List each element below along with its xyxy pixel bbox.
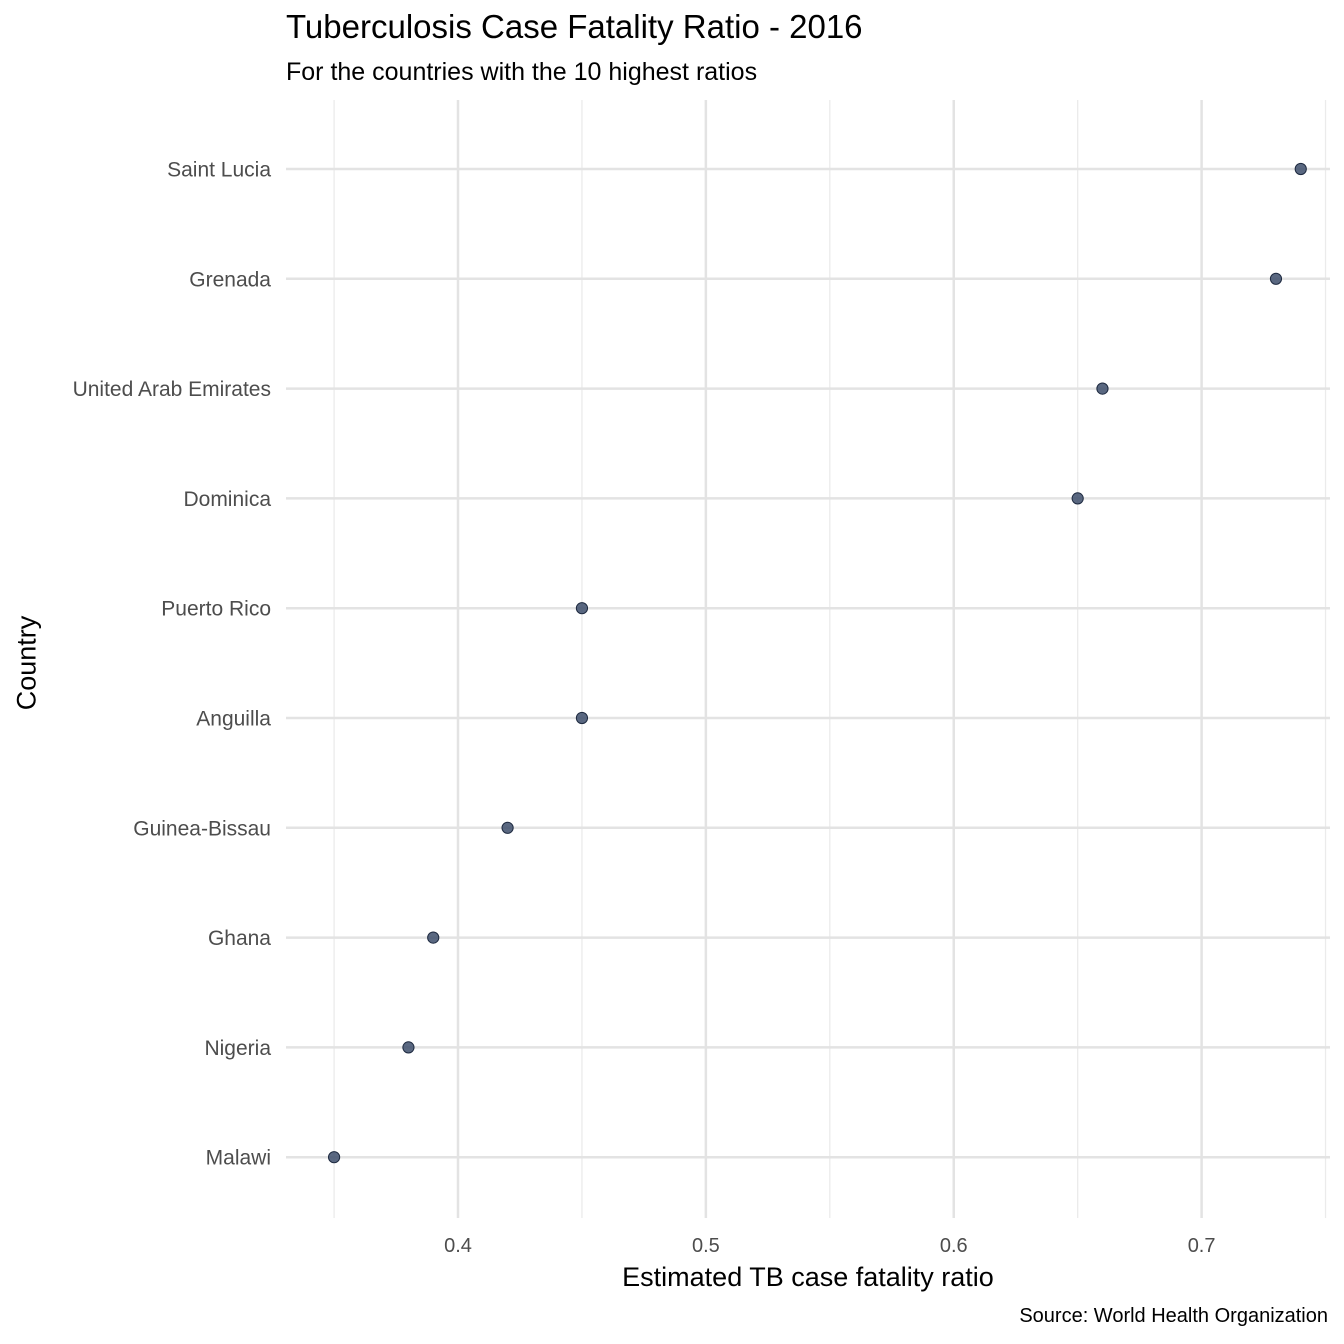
chart-subtitle: For the countries with the 10 highest ra… bbox=[286, 58, 758, 86]
data-point bbox=[427, 931, 440, 944]
y-tick-label: United Arab Emirates bbox=[73, 378, 271, 401]
y-tick-label: Grenada bbox=[189, 268, 271, 291]
y-axis-label: Country bbox=[11, 615, 42, 711]
x-axis-label: Estimated TB case fatality ratio bbox=[622, 1262, 994, 1292]
data-point bbox=[575, 711, 589, 725]
y-tick-label: Ghana bbox=[208, 927, 271, 950]
data-point bbox=[1294, 162, 1307, 176]
y-tick-label: Malawi bbox=[206, 1147, 271, 1170]
chart-title: Tuberculosis Case Fatality Ratio - 2016 bbox=[286, 8, 863, 45]
chart-caption: Source: World Health Organization bbox=[1019, 1305, 1328, 1327]
x-tick-label: 0.5 bbox=[692, 1235, 720, 1257]
data-point bbox=[1269, 272, 1283, 285]
x-tick-label: 0.4 bbox=[444, 1235, 472, 1257]
x-tick-label: 0.7 bbox=[1188, 1235, 1216, 1257]
data-point bbox=[1096, 382, 1109, 395]
y-tick-label: Dominica bbox=[183, 488, 271, 511]
data-point bbox=[1071, 492, 1084, 505]
data-point bbox=[501, 821, 514, 834]
y-tick-label: Nigeria bbox=[204, 1037, 271, 1060]
data-point bbox=[575, 602, 589, 615]
y-tick-label: Puerto Rico bbox=[161, 598, 271, 621]
x-tick-label: 0.6 bbox=[940, 1235, 968, 1257]
y-tick-label: Guinea-Bissau bbox=[133, 817, 271, 840]
y-tick-label: Saint Lucia bbox=[167, 159, 271, 182]
data-point bbox=[402, 1041, 415, 1054]
data-point bbox=[327, 1151, 341, 1164]
y-tick-label: Anguilla bbox=[196, 708, 271, 731]
